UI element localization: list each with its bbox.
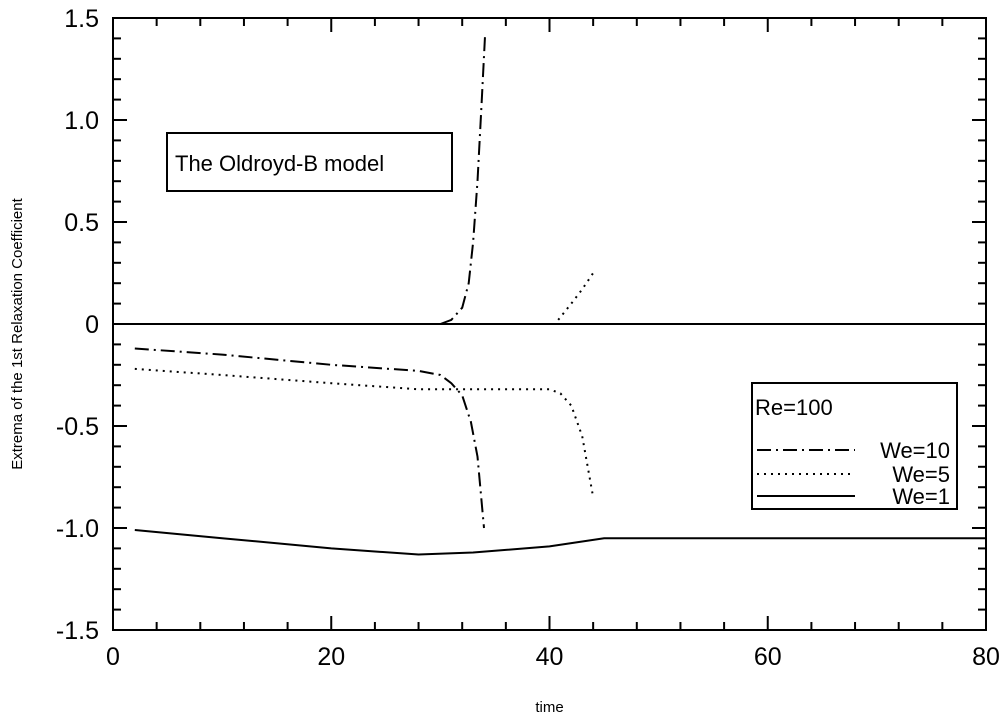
series-line-we-1 xyxy=(134,529,986,556)
y-axis-label: Extrema of the 1st Relaxation Coefficien… xyxy=(9,197,26,469)
legend-label: We=5 xyxy=(892,462,950,487)
x-tick-label: 20 xyxy=(317,643,345,671)
x-tick-label: 0 xyxy=(106,643,120,671)
y-tick-label: 0.5 xyxy=(64,209,99,237)
x-tick-label: 80 xyxy=(972,643,1000,671)
y-tick-label: 0 xyxy=(85,311,99,339)
x-axis-label: time xyxy=(535,699,563,716)
legend-header: Re=100 xyxy=(755,395,833,420)
series-line-we-10 xyxy=(134,347,485,529)
annotation-box xyxy=(166,132,453,192)
y-tick-label: -0.5 xyxy=(56,413,99,441)
series-line-we-5 xyxy=(557,272,595,321)
y-tick-label: 1.0 xyxy=(64,107,99,135)
y-tick-label: -1.0 xyxy=(56,515,99,543)
annotation-text: The Oldroyd-B model xyxy=(175,151,384,176)
y-tick-label: -1.5 xyxy=(56,617,99,645)
x-tick-label: 40 xyxy=(536,643,564,671)
legend-box xyxy=(751,382,958,510)
legend-label: We=10 xyxy=(880,438,950,463)
series-line-we-5 xyxy=(134,367,595,498)
legend-label: We=1 xyxy=(892,484,950,509)
x-tick-label: 60 xyxy=(754,643,782,671)
y-tick-label: 1.5 xyxy=(64,5,99,33)
